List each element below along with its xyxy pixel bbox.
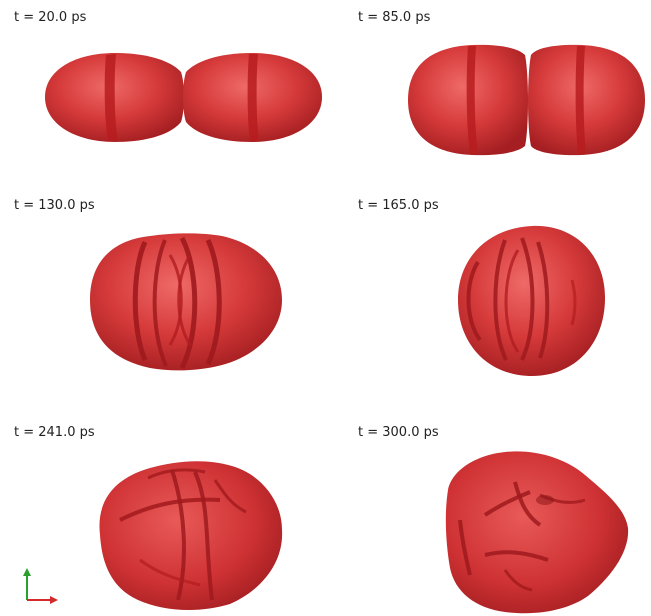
seam-ring xyxy=(536,241,550,359)
seam-ring xyxy=(205,238,222,366)
seam-band xyxy=(104,54,118,141)
panel-label-t20: t = 20.0 ps xyxy=(14,10,87,25)
crack-line xyxy=(170,469,186,601)
seam-ring xyxy=(168,254,183,346)
seam-ring xyxy=(520,237,535,361)
seam-ring xyxy=(504,249,520,353)
crack-line xyxy=(139,558,201,587)
seam-ring xyxy=(466,260,482,342)
crack-line xyxy=(503,569,533,592)
panel-label-t241: t = 241.0 ps xyxy=(14,425,95,440)
droplet-pair-t85 xyxy=(408,44,645,156)
shadow-pit xyxy=(536,495,554,505)
panel-label-t85: t = 85.0 ps xyxy=(358,10,431,25)
coalesced-droplet-t300 xyxy=(445,451,629,614)
crack-line xyxy=(483,490,531,517)
crack-line xyxy=(193,471,214,601)
droplet-right xyxy=(528,44,645,156)
crack-line xyxy=(147,468,206,480)
panel-label-t130: t = 130.0 ps xyxy=(14,198,95,213)
coalesced-droplet-t241 xyxy=(99,461,283,610)
seam-ring xyxy=(493,239,508,361)
seam-band xyxy=(575,46,586,154)
panel-label-t300: t = 300.0 ps xyxy=(358,425,439,440)
seam-ring xyxy=(177,254,192,346)
crack-line xyxy=(458,519,472,576)
orientation-axes xyxy=(23,568,58,604)
crack-line xyxy=(119,497,221,522)
merging-droplet-t130 xyxy=(90,233,282,371)
droplet-body xyxy=(445,451,629,614)
seam-ring xyxy=(152,239,168,367)
crack-line xyxy=(484,550,549,562)
crack-line xyxy=(513,481,542,527)
axis-y-arrow-icon xyxy=(23,568,31,576)
seam-ring xyxy=(179,236,198,370)
seam-band xyxy=(466,46,478,154)
droplet-body xyxy=(99,461,283,610)
axis-x-arrow-icon xyxy=(50,596,58,604)
seam-band xyxy=(247,54,259,141)
seam-ring xyxy=(132,240,148,361)
panel-label-t165: t = 165.0 ps xyxy=(358,198,439,213)
droplet-pair-t20 xyxy=(45,53,322,142)
merging-droplet-t165 xyxy=(458,225,605,376)
crack-line xyxy=(213,479,247,514)
seam-ring xyxy=(570,279,577,326)
